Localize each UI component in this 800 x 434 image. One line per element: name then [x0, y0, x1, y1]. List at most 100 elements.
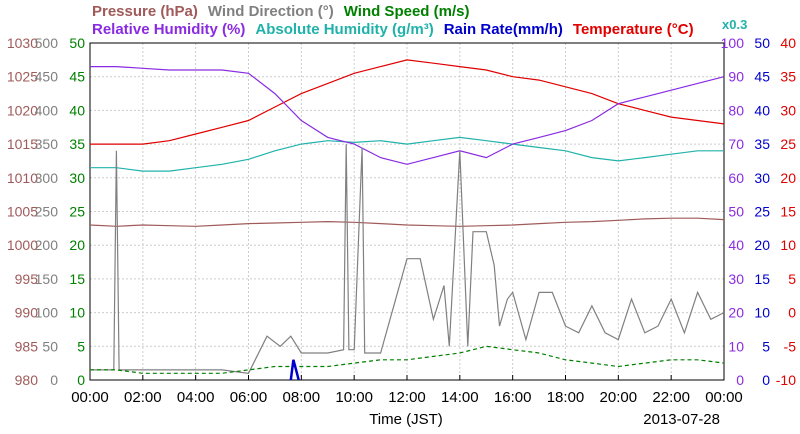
tick-pressure: 980: [15, 372, 39, 388]
tick-temperature: 15: [780, 204, 796, 220]
tick-rain-rate: 15: [754, 271, 770, 287]
tick-wind-direction: 50: [42, 338, 58, 354]
tick-pressure: 1030: [7, 35, 38, 51]
legend-item-legend_row2-0: Relative Humidity (%): [92, 21, 245, 38]
tick-wind-speed: 40: [69, 102, 85, 118]
series-line-3: [89, 217, 725, 227]
tick-rain-rate: 50: [754, 35, 770, 51]
tick-temperature: -5: [784, 338, 797, 354]
legend-item-legend_row1-0: Pressure (hPa): [92, 3, 198, 20]
series-line-1: [90, 136, 724, 172]
tick-wind-speed: 0: [77, 372, 85, 388]
x-tick-label: 18:00: [547, 389, 585, 406]
tick-rain-rate: 20: [754, 237, 770, 253]
legend-item-legend_row2-2: Rain Rate(mm/h): [444, 21, 563, 38]
tick-pressure: 1000: [7, 237, 38, 253]
x-tick-label: 12:00: [388, 389, 426, 406]
tick-temperature: -10: [776, 372, 796, 388]
series-line-6: [289, 359, 300, 381]
tick-temperature: 5: [788, 271, 796, 287]
x-tick-label: 10:00: [335, 389, 373, 406]
tick-wind-direction: 450: [35, 69, 59, 85]
tick-rain-rate: 30: [754, 170, 770, 186]
x-tick-label: 02:00: [124, 389, 162, 406]
legend-item-legend_row2-3: Temperature (°C): [573, 21, 694, 38]
tick-humidity: 0: [736, 372, 744, 388]
tick-wind-speed: 5: [77, 338, 85, 354]
tick-pressure: 995: [15, 271, 39, 287]
x-tick-label: 06:00: [230, 389, 268, 406]
legend-item-legend_row2-1: Absolute Humidity (g/m³): [255, 21, 433, 38]
tick-wind-speed: 50: [69, 35, 85, 51]
tick-humidity: 50: [728, 204, 744, 220]
series-line-5: [90, 345, 725, 374]
legend-item-legend_row1-2: Wind Speed (m/s): [344, 3, 470, 20]
legend-row-2: Relative Humidity (%) Absolute Humidity (…: [92, 21, 694, 38]
x-tick-label: 00:00: [71, 389, 109, 406]
tick-rain-rate: 10: [754, 305, 770, 321]
tick-temperature: 25: [780, 136, 796, 152]
tick-pressure: 990: [15, 305, 39, 321]
x-tick-label: 22:00: [652, 389, 690, 406]
tick-wind-speed: 30: [69, 170, 85, 186]
tick-rain-rate: 5: [762, 338, 770, 354]
tick-wind-speed: 10: [69, 305, 85, 321]
tick-rain-rate: 0: [762, 372, 770, 388]
date-label: 2013-07-28: [643, 411, 720, 428]
right-axes: 0102030405060708090100051015202530354045…: [721, 35, 797, 388]
x-tick-label: 16:00: [494, 389, 532, 406]
x-tick-label: 08:00: [283, 389, 321, 406]
tick-wind-direction: 400: [35, 102, 59, 118]
tick-rain-rate: 45: [754, 69, 770, 85]
tick-humidity: 60: [728, 170, 744, 186]
tick-pressure: 985: [15, 338, 39, 354]
tick-temperature: 10: [780, 237, 796, 253]
series-layer: [89, 59, 725, 381]
tick-wind-direction: 0: [50, 372, 58, 388]
x-tick-label: 14:00: [441, 389, 479, 406]
series-line-2: [90, 65, 725, 165]
tick-wind-direction: 150: [35, 271, 59, 287]
tick-temperature: 20: [780, 170, 796, 186]
tick-wind-direction: 500: [35, 35, 59, 51]
tick-humidity: 40: [728, 237, 744, 253]
tick-pressure: 1025: [7, 69, 38, 85]
tick-temperature: 30: [780, 102, 796, 118]
tick-wind-direction: 350: [35, 136, 59, 152]
tick-rain-rate: 35: [754, 136, 770, 152]
left-axes: 9809859909951000100510101015102010251030…: [7, 35, 85, 388]
tick-wind-speed: 35: [69, 136, 85, 152]
tick-temperature: 35: [780, 69, 796, 85]
legend-row-1: Pressure (hPa) Wind Direction (°) Wind Spe…: [92, 3, 469, 20]
tick-humidity: 80: [728, 102, 744, 118]
x-axis-label: Time (JST): [369, 411, 443, 428]
tick-rain-rate: 25: [754, 204, 770, 220]
tick-humidity: 90: [728, 69, 744, 85]
tick-wind-speed: 45: [69, 69, 85, 85]
tick-humidity: 70: [728, 136, 744, 152]
tick-pressure: 1020: [7, 102, 38, 118]
tick-humidity: 20: [728, 305, 744, 321]
tick-wind-direction: 200: [35, 237, 59, 253]
tick-wind-speed: 15: [69, 271, 85, 287]
tick-temperature: 40: [780, 35, 796, 51]
x-tick-label: 00:00: [705, 389, 743, 406]
tick-wind-direction: 300: [35, 170, 59, 186]
tick-wind-speed: 20: [69, 237, 85, 253]
x-tick-label: 04:00: [177, 389, 215, 406]
tick-pressure: 1010: [7, 170, 38, 186]
tick-wind-direction: 250: [35, 204, 59, 220]
tick-temperature: 0: [788, 305, 796, 321]
tick-humidity: 10: [728, 338, 744, 354]
tick-humidity: 30: [728, 271, 744, 287]
tick-rain-rate: 40: [754, 102, 770, 118]
scale-note: x0.3: [722, 17, 747, 32]
tick-pressure: 1015: [7, 136, 38, 152]
x-tick-label: 20:00: [600, 389, 638, 406]
tick-wind-direction: 100: [35, 305, 59, 321]
x-axis: 00:00 02:00 04:00 06:00 08:00 10:00 12:00 14:00…: [71, 375, 743, 406]
series-line-4: [90, 144, 725, 374]
tick-pressure: 1005: [7, 204, 38, 220]
